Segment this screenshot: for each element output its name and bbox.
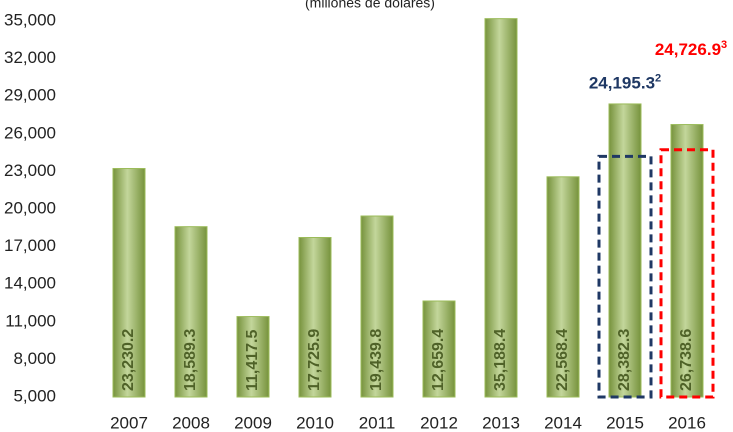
- x-tick-label: 2013: [482, 413, 520, 432]
- bar: [298, 237, 332, 398]
- x-tick-label: 2008: [172, 413, 210, 432]
- y-tick-label: 23,000: [4, 161, 56, 180]
- x-tick-label: 2011: [359, 413, 396, 432]
- x-tick-label: 2016: [668, 413, 706, 432]
- x-tick-label: 2012: [420, 413, 458, 432]
- annotation: 24,726.93: [655, 39, 727, 60]
- y-tick-label: 29,000: [4, 86, 56, 105]
- bar: [670, 124, 704, 398]
- bar: [360, 215, 394, 398]
- chart-subtitle: (millones de dólares): [305, 0, 435, 11]
- value-label: 22,568.4: [554, 329, 571, 391]
- value-label: 28,382.3: [616, 329, 633, 391]
- value-label: 12,659.4: [430, 329, 447, 391]
- value-label: 11,417.5: [244, 330, 261, 392]
- value-label: 17,725.9: [306, 329, 323, 391]
- annotation-label: 24,726.9: [655, 40, 721, 59]
- annotation-box: [597, 154, 653, 399]
- value-label: 19,439.8: [368, 329, 385, 391]
- bar: [112, 168, 146, 398]
- bar: [484, 18, 518, 398]
- y-tick-label: 8,000: [13, 349, 56, 368]
- y-tick-label: 17,000: [4, 236, 56, 255]
- annotation-sup: 3: [721, 39, 727, 51]
- annotation-label: 24,195.3: [589, 74, 655, 93]
- annotation-sup: 2: [655, 72, 661, 84]
- y-tick-label: 32,000: [4, 48, 56, 67]
- y-tick-label: 11,000: [5, 311, 56, 330]
- x-tick-label: 2014: [544, 413, 582, 432]
- bar: [546, 176, 580, 398]
- y-tick-label: 5,000: [13, 386, 56, 405]
- bar: [236, 316, 270, 398]
- annotation: 24,195.32: [589, 72, 661, 93]
- annotation-box: [659, 148, 715, 399]
- y-tick-label: 26,000: [4, 123, 56, 142]
- bar: [422, 300, 456, 398]
- x-tick-label: 2007: [110, 413, 148, 432]
- value-label: 35,188.4: [492, 329, 509, 391]
- y-tick-label: 35,000: [4, 10, 56, 29]
- value-label: 23,230.2: [120, 329, 137, 391]
- x-tick-label: 2015: [606, 413, 644, 432]
- x-tick-label: 2010: [296, 413, 334, 432]
- y-tick-label: 14,000: [4, 274, 56, 293]
- bar: [174, 226, 208, 398]
- value-label: 18,589.3: [182, 329, 199, 391]
- y-tick-label: 20,000: [4, 198, 56, 217]
- value-label: 26,738.6: [678, 329, 695, 391]
- x-tick-label: 2009: [234, 413, 272, 432]
